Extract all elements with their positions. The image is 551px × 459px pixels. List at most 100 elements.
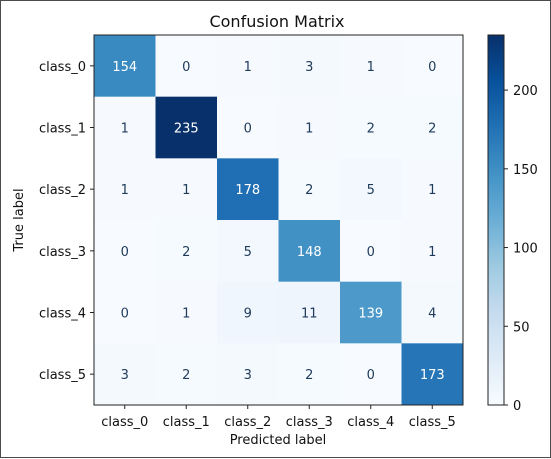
heatmap-cell — [155, 281, 218, 344]
cell-value-label: 1 — [182, 307, 190, 322]
x-tick-label: class_0 — [101, 415, 148, 430]
heatmap-cell — [155, 220, 218, 283]
cell-value-label: 1 — [428, 245, 436, 260]
cell-value-label: 0 — [121, 307, 129, 322]
cell-value-label: 5 — [367, 183, 375, 198]
heatmap-cell — [94, 281, 156, 344]
heatmap-cell — [278, 220, 341, 283]
y-axis: class_0 class_1 class_2 class_3 class_4class… — [39, 60, 94, 383]
cell-value-label: 2 — [305, 368, 313, 383]
heatmap-cell — [217, 281, 279, 344]
chart-title: Confusion Matrix — [209, 12, 344, 31]
cell-value-label: 2 — [305, 183, 313, 198]
cell-value-label: 1 — [121, 122, 129, 137]
cell-value-label: 0 — [121, 245, 129, 260]
heatmap-cell — [278, 35, 341, 98]
colorbar-axis: 0 50 100 150 200 — [504, 84, 538, 414]
x-axis-label: Predicted label — [230, 433, 327, 448]
cell-value-label: 5 — [244, 245, 252, 260]
heatmap-cell — [155, 343, 218, 406]
y-tick-label: class_0 — [39, 60, 86, 75]
heatmap-cell — [340, 220, 402, 283]
cell-value-label: 235 — [174, 122, 199, 137]
heatmap-cell — [401, 343, 464, 406]
heatmap-cell — [94, 35, 156, 98]
y-tick-label: class_1 — [39, 122, 86, 137]
cell-value-label: 148 — [297, 245, 322, 260]
cell-value-label: 1 — [367, 60, 375, 75]
cell-value-label: 4 — [428, 307, 436, 322]
heatmap-cell — [155, 158, 218, 221]
heatmap-cell — [94, 220, 156, 283]
heatmap-cell — [340, 281, 402, 344]
y-tick-label: class_3 — [39, 245, 86, 260]
y-tick-label: class_4 — [39, 307, 86, 322]
heatmap-cell — [217, 220, 279, 283]
y-axis-label: True label — [12, 188, 27, 252]
cell-value-label: 0 — [367, 368, 375, 383]
heatmap-cells: 154 0 1 3 1 01 235 0 1 2 21 1 178 2 5 10 2 5 148 0 10 1 9 11 139… — [94, 35, 464, 406]
cell-value-label: 9 — [244, 307, 252, 322]
colorbar-tick-label: 100 — [513, 242, 538, 257]
cell-value-label: 1 — [182, 183, 190, 198]
cell-value-label: 0 — [367, 245, 375, 260]
colorbar — [487, 34, 505, 406]
heatmap-cell — [401, 35, 464, 98]
y-tick-label: class_5 — [39, 368, 86, 383]
cell-value-label: 154 — [112, 60, 137, 75]
cell-value-label: 0 — [244, 122, 252, 137]
heatmap-cell — [340, 96, 402, 159]
heatmap-cell — [278, 158, 341, 221]
heatmap-cell — [155, 96, 218, 159]
cell-value-label: 173 — [420, 368, 445, 383]
heatmap-cell — [340, 35, 402, 98]
heatmap-cell — [155, 35, 218, 98]
cell-value-label: 3 — [121, 368, 129, 383]
x-axis: class_0 class_1 class_2 class_3 class_4 class… — [101, 405, 456, 430]
cell-value-label: 1 — [428, 183, 436, 198]
cell-value-label: 139 — [358, 307, 383, 322]
x-tick-label: class_2 — [224, 415, 271, 430]
cell-value-label: 1 — [305, 122, 313, 137]
y-tick-label: class_2 — [39, 183, 86, 198]
colorbar-tick-label: 150 — [513, 163, 538, 178]
cell-value-label: 2 — [182, 368, 190, 383]
x-tick-label: class_3 — [286, 415, 333, 430]
x-tick-label: class_4 — [347, 415, 394, 430]
cell-value-label: 2 — [367, 122, 375, 137]
heatmap-cell — [401, 220, 464, 283]
heatmap-cell — [217, 343, 279, 406]
heatmap-cell — [278, 343, 341, 406]
colorbar-tick-label: 50 — [513, 320, 530, 335]
heatmap-cell — [278, 281, 341, 344]
colorbar-tick-label: 0 — [513, 399, 521, 414]
heatmap-cell — [340, 343, 402, 406]
heatmap-cell — [401, 96, 464, 159]
heatmap-cell — [401, 281, 464, 344]
heatmap-cell — [278, 96, 341, 159]
cell-value-label: 0 — [428, 60, 436, 75]
heatmap-cell — [340, 158, 402, 221]
heatmap-cell — [401, 158, 464, 221]
cell-value-label: 3 — [244, 368, 252, 383]
x-tick-label: class_1 — [163, 415, 210, 430]
heatmap-cell — [217, 96, 279, 159]
cell-value-label: 2 — [182, 245, 190, 260]
heatmap-cell — [217, 158, 279, 221]
heatmap-cell — [94, 158, 156, 221]
plot-frame — [93, 34, 464, 406]
heatmap-cell — [94, 96, 156, 159]
heatmap-cell — [94, 343, 156, 406]
colorbar-tick-label: 200 — [513, 84, 538, 99]
cell-value-label: 3 — [305, 60, 313, 75]
cell-value-label: 1 — [121, 183, 129, 198]
cell-value-label: 0 — [182, 60, 190, 75]
x-tick-label: class_5 — [409, 415, 456, 430]
heatmap-cell — [217, 35, 279, 98]
cell-value-label: 11 — [301, 307, 318, 322]
cell-value-label: 2 — [428, 122, 436, 137]
cell-value-label: 178 — [235, 183, 260, 198]
cell-value-label: 1 — [244, 60, 252, 75]
